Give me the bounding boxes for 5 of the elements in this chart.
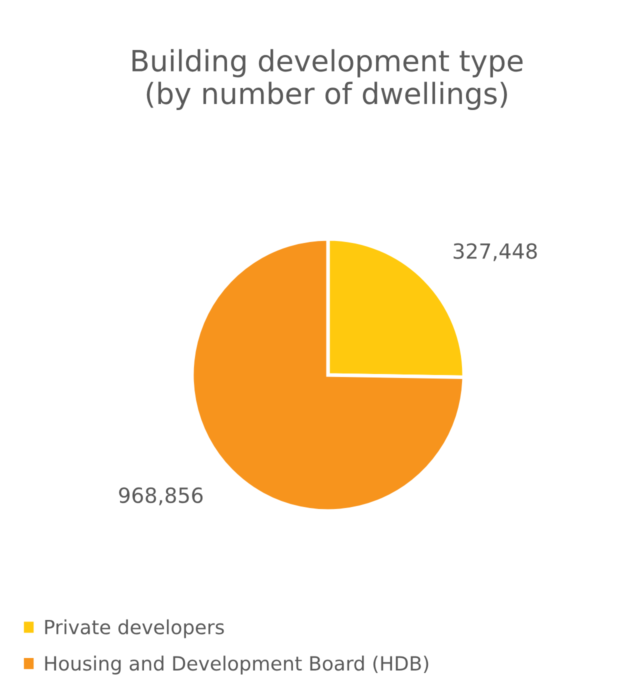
chart-title: Building development type (by number of dwellings) xyxy=(132,49,523,110)
data-label: 327,448 xyxy=(454,243,537,262)
data-label: 968,856 xyxy=(119,487,203,506)
legend-label: Housing and Development Board (HDB) xyxy=(45,656,428,674)
legend-label: Private developers xyxy=(45,619,224,638)
